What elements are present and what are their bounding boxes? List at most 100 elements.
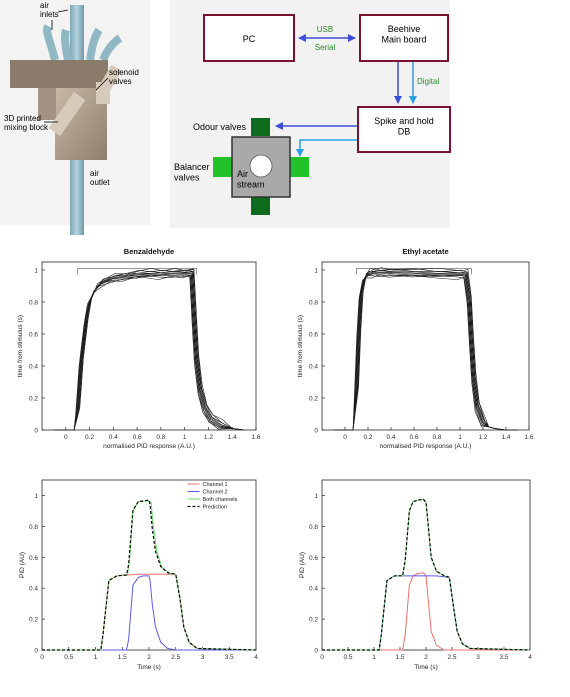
legend-entry: Channel 1 <box>203 482 228 488</box>
series-line-channel-1 <box>322 573 530 650</box>
x-tick-label: 0.4 <box>109 434 118 441</box>
y-tick-label: 0.4 <box>29 586 38 593</box>
x-tick-label: 1.4 <box>228 434 237 441</box>
x-tick-label: 0.4 <box>386 434 395 441</box>
x-tick-label: 2.5 <box>447 654 456 661</box>
chart-2: 0 0.2 0.4 0.6 0.8 1 1.2 1.4 1.6 0 0.2 0.4 0.6 0.8 1 Eth… <box>297 247 534 450</box>
mixing-block-render: air inlets solenoid valves 3D printed mixin… <box>0 0 150 235</box>
chart-1: 0 0.2 0.4 0.6 0.8 1 1.2 1.4 1.6 0 0.2 0.4 0.6 0.8 1 Ben… <box>17 247 261 450</box>
series-line-channel-2 <box>42 576 256 650</box>
x-tick-label: 1 <box>94 654 98 661</box>
series-line-both-channels <box>322 499 530 650</box>
y-tick-label: 0 <box>34 648 38 655</box>
chart-area: 0 0.2 0.4 0.6 0.8 1 1.2 1.4 1.6 0 0.2 0.4 0.6 0.8 1 Ben… <box>17 247 534 671</box>
y-axis-label: PID (AU) <box>299 552 306 578</box>
y-tick-label: 1 <box>34 493 38 500</box>
x-tick-label: 1.2 <box>478 434 487 441</box>
x-tick-label: 1.5 <box>118 654 127 661</box>
series-line-prediction <box>322 499 530 650</box>
x-axis-label: Time (s) <box>414 664 438 671</box>
solenoid-valve <box>96 82 110 104</box>
x-tick-label: 0.8 <box>156 434 165 441</box>
balancer-valve-right <box>290 157 309 177</box>
x-tick-label: 4 <box>528 654 532 661</box>
usb-label: USB <box>317 25 333 34</box>
pc-label: PC <box>243 34 256 44</box>
x-tick-label: 3.5 <box>225 654 234 661</box>
x-tick-label: 2.5 <box>171 654 180 661</box>
y-tick-label: 0.6 <box>309 332 318 339</box>
x-tick-label: 1.5 <box>395 654 404 661</box>
y-tick-label: 0.2 <box>309 617 318 624</box>
chart-title: Benzaldehyde <box>124 247 174 256</box>
x-tick-label: 0.8 <box>432 434 441 441</box>
y-tick-label: 1 <box>34 268 38 275</box>
y-tick-label: 1 <box>314 493 318 500</box>
x-tick-label: 1 <box>183 434 187 441</box>
series-line-channel-1 <box>42 574 256 650</box>
legend-entry: Prediction <box>203 505 227 511</box>
odour-valve-top <box>251 118 270 136</box>
y-tick-label: 0.6 <box>29 555 38 562</box>
chart-4: 0 0.5 1 1.5 2 2.5 3 3.5 4 0 0.2 0.4 0.6 0.8 1 Time (s) P… <box>299 480 532 671</box>
x-tick-label: 0.6 <box>409 434 418 441</box>
y-tick-label: 0.8 <box>309 300 318 307</box>
odour-valve-bottom <box>251 197 270 215</box>
x-tick-label: 0.5 <box>343 654 352 661</box>
y-tick-label: 0 <box>34 428 38 435</box>
y-tick-label: 0.2 <box>29 617 38 624</box>
y-tick-label: 0.4 <box>309 586 318 593</box>
air-stream-hole <box>250 155 272 177</box>
chart-title: Ethyl acetate <box>402 247 448 256</box>
block-top <box>10 60 108 88</box>
x-tick-label: 0.6 <box>133 434 142 441</box>
inlet-tube <box>65 30 68 60</box>
x-tick-label: 1.6 <box>524 434 533 441</box>
x-tick-label: 1.6 <box>251 434 260 441</box>
y-axis-label: time from stimulus (s) <box>17 315 24 377</box>
y-tick-label: 0.6 <box>309 555 318 562</box>
x-tick-label: 3 <box>201 654 205 661</box>
plot-frame <box>42 262 256 430</box>
x-axis-label: normalised PID response (A.U.) <box>380 443 472 450</box>
series-line-trace <box>334 272 518 430</box>
series-line-channel-2 <box>322 576 530 650</box>
legend-entry: Both channels <box>203 497 238 503</box>
y-axis-label: time from stimulus (s) <box>297 315 304 377</box>
y-tick-label: 0.2 <box>309 396 318 403</box>
x-tick-label: 0 <box>343 434 347 441</box>
x-tick-label: 0.5 <box>64 654 73 661</box>
serial-label: Serial <box>315 43 336 52</box>
x-tick-label: 1.4 <box>501 434 510 441</box>
control-schematic: PC Beehive Main board Spike and hold DB US… <box>170 0 450 228</box>
chart-3: 0 0.5 1 1.5 2 2.5 3 3.5 4 0 0.2 0.4 0.6 0.8 1 Time (s) P… <box>19 480 258 671</box>
x-axis-label: Time (s) <box>137 664 161 671</box>
plot-frame <box>322 262 529 430</box>
y-tick-label: 0.8 <box>29 300 38 307</box>
y-tick-label: 0 <box>314 428 318 435</box>
x-tick-label: 2 <box>147 654 151 661</box>
x-tick-label: 3.5 <box>499 654 508 661</box>
balancer-valve-left <box>213 157 232 177</box>
series-line-prediction <box>42 500 256 650</box>
x-tick-label: 1 <box>458 434 462 441</box>
x-tick-label: 0 <box>64 434 68 441</box>
y-axis-label: PID (AU) <box>19 552 26 578</box>
x-tick-label: 0 <box>40 654 44 661</box>
x-axis-label: normalised PID response (A.U.) <box>103 443 195 450</box>
x-tick-label: 0.2 <box>85 434 94 441</box>
y-tick-label: 0 <box>314 648 318 655</box>
y-tick-label: 0.8 <box>29 524 38 531</box>
y-tick-label: 0.8 <box>309 524 318 531</box>
x-tick-label: 1.2 <box>204 434 213 441</box>
odour-valves-label: Odour valves <box>193 122 247 132</box>
x-tick-label: 4 <box>254 654 258 661</box>
x-tick-label: 0 <box>320 654 324 661</box>
y-tick-label: 0.2 <box>29 396 38 403</box>
x-tick-label: 3 <box>476 654 480 661</box>
y-tick-label: 0.6 <box>29 332 38 339</box>
beehive-label: Beehive Main board <box>381 24 426 44</box>
y-tick-label: 0.4 <box>29 364 38 371</box>
y-tick-label: 0.4 <box>309 364 318 371</box>
